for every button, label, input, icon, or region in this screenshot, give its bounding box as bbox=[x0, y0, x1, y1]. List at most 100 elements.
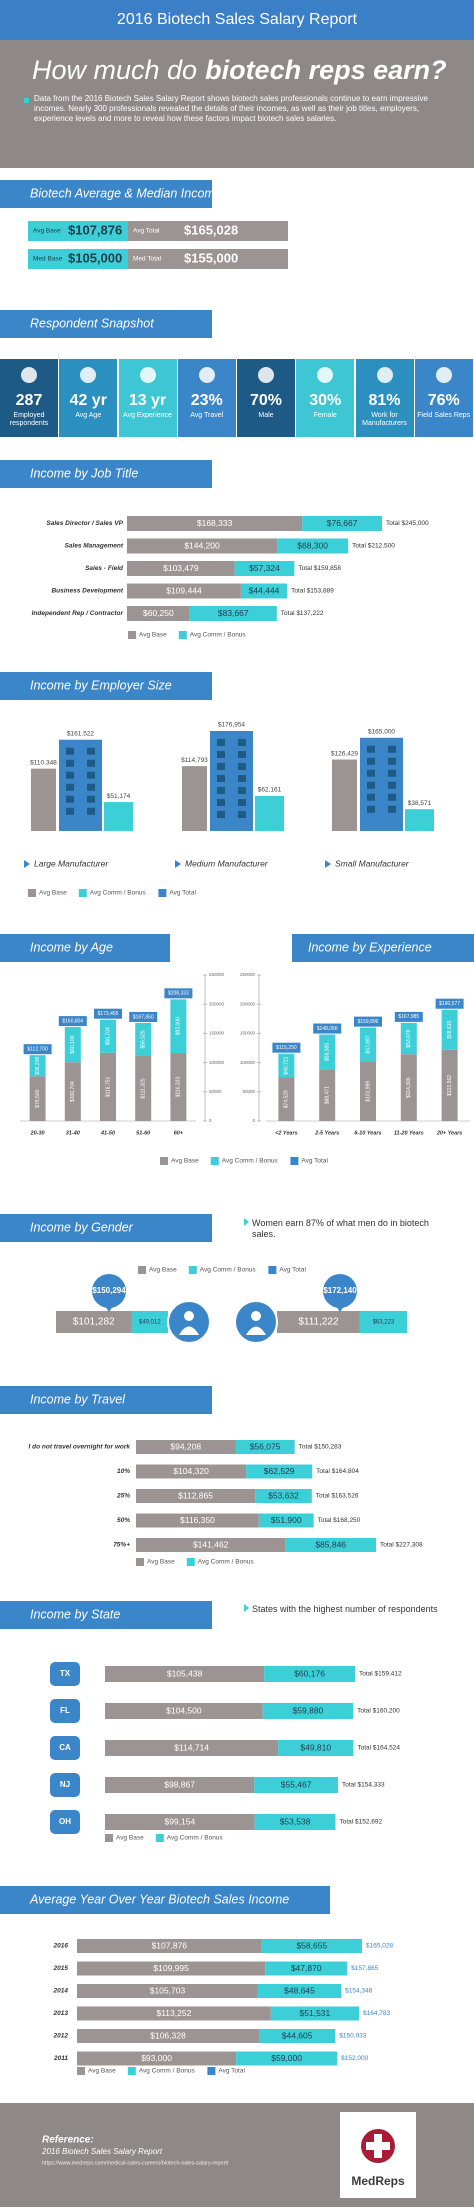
comm-segment bbox=[270, 2006, 360, 2021]
state-icon bbox=[50, 1773, 80, 1797]
building-window bbox=[238, 799, 246, 806]
category-label: 2013 bbox=[53, 2010, 69, 2017]
person-body bbox=[246, 1326, 266, 1335]
x-tick-label: 60+ bbox=[174, 1130, 184, 1136]
value-label: $60,176 bbox=[294, 1668, 325, 1678]
legend-label: Avg Comm / Bonus bbox=[222, 1158, 279, 1165]
snapshot-label: Male bbox=[258, 412, 274, 419]
summary-label: Med Base bbox=[33, 256, 63, 263]
value-label: $57,897 bbox=[365, 1035, 371, 1053]
x-tick-label: <2 Years bbox=[275, 1130, 297, 1136]
total-label: $152,000 bbox=[341, 2055, 368, 2062]
total-label: $148,056 bbox=[317, 1026, 338, 1032]
value-label: $49,012 bbox=[139, 1320, 161, 1326]
value-label: $68,300 bbox=[297, 540, 328, 550]
comm-segment bbox=[254, 1814, 336, 1830]
section-heading-bar bbox=[0, 672, 212, 700]
note-pointer bbox=[244, 1604, 249, 1612]
snapshot-icon bbox=[258, 367, 274, 383]
value-label: $168,333 bbox=[197, 518, 233, 528]
section-heading: Income by Travel bbox=[30, 1392, 126, 1406]
summary-value: $155,000 bbox=[184, 250, 238, 265]
snapshot-tile: 23% Avg Travel bbox=[177, 359, 236, 437]
total-label: $164,783 bbox=[363, 2010, 390, 2017]
building-window bbox=[238, 751, 246, 758]
value-label: $51,531 bbox=[300, 2008, 331, 2018]
snapshot-value: 42 yr bbox=[69, 392, 107, 409]
comm-segment bbox=[278, 1053, 295, 1078]
category-label: 25% bbox=[116, 1493, 130, 1500]
total-label: Total $159,412 bbox=[359, 1671, 402, 1678]
y-tick-label: 50000 bbox=[209, 1089, 222, 1094]
state-icon bbox=[50, 1736, 80, 1760]
headline: How much do biotech reps earn? bbox=[32, 55, 447, 85]
category-label: 50% bbox=[117, 1517, 130, 1524]
comm-segment bbox=[234, 561, 295, 576]
summary-box bbox=[128, 221, 288, 241]
section-heading: Income by Age bbox=[30, 940, 113, 954]
total-label: $150,933 bbox=[339, 2033, 366, 2040]
base-bar bbox=[182, 766, 207, 831]
value-label: $116,350 bbox=[180, 1515, 215, 1525]
total-box bbox=[272, 1042, 301, 1053]
value-label: $55,467 bbox=[281, 1779, 312, 1789]
base-segment bbox=[127, 516, 303, 531]
x-tick-label: 41-50 bbox=[100, 1130, 115, 1136]
value-label: $51,174 bbox=[107, 793, 131, 800]
total-label: Total $227,308 bbox=[380, 1542, 423, 1549]
category-label: OH bbox=[59, 1817, 71, 1826]
value-label: $53,632 bbox=[268, 1490, 299, 1500]
person-head bbox=[251, 1311, 261, 1321]
value-label: $76,667 bbox=[327, 518, 358, 528]
y-tick-label: 250000 bbox=[209, 972, 225, 977]
comm-bar bbox=[405, 809, 434, 831]
reference-heading: Reference: bbox=[42, 2135, 94, 2146]
snapshot-value: 30% bbox=[309, 392, 342, 409]
building-window bbox=[66, 783, 74, 791]
value-label: $104,320 bbox=[173, 1466, 209, 1476]
snapshot-tile: 81% Work for Manufacturers bbox=[355, 359, 414, 437]
comm-segment bbox=[235, 1440, 295, 1454]
value-label: $116,333 bbox=[176, 1077, 182, 1098]
y-tick-label: 200000 bbox=[209, 1001, 225, 1006]
logo-cross bbox=[366, 2142, 390, 2150]
base-segment bbox=[278, 1077, 295, 1121]
base-segment bbox=[441, 1049, 458, 1121]
building-window bbox=[367, 793, 375, 801]
value-label: $114,714 bbox=[174, 1742, 209, 1752]
value-label: $113,252 bbox=[156, 2008, 191, 2018]
comm-segment bbox=[255, 1489, 312, 1503]
total-label: Total $160,200 bbox=[357, 1708, 400, 1715]
category-pointer bbox=[175, 860, 181, 868]
total-label: $112,700 bbox=[27, 1047, 48, 1053]
total-bubble bbox=[92, 1274, 126, 1308]
snapshot-icon bbox=[139, 367, 156, 383]
value-label: $59,880 bbox=[293, 1705, 324, 1715]
legend-swatch bbox=[188, 1266, 197, 1274]
value-label: $88,471 bbox=[325, 1086, 331, 1104]
legend-label: Avg Total bbox=[279, 1267, 306, 1274]
value-label: $44,444 bbox=[249, 585, 280, 595]
snapshot-icon bbox=[80, 367, 97, 383]
section-heading-bar bbox=[0, 1601, 212, 1629]
total-box bbox=[164, 988, 193, 999]
x-tick-label: 2-5 Years bbox=[314, 1130, 339, 1136]
value-label: $106,328 bbox=[150, 2030, 186, 2040]
legend-swatch bbox=[268, 1266, 277, 1274]
total-label: $190,577 bbox=[439, 1001, 460, 1007]
category-label: 2016 bbox=[53, 1943, 69, 1950]
comm-segment bbox=[441, 1009, 458, 1050]
summary-box bbox=[28, 221, 128, 241]
person-body bbox=[179, 1326, 199, 1335]
reference-url: https://www.medreps.com/medical-sales-ca… bbox=[42, 2160, 229, 2166]
legend-swatch bbox=[136, 1558, 144, 1566]
value-label: $103,479 bbox=[163, 563, 199, 573]
section-heading-bar bbox=[0, 460, 212, 488]
base-bar bbox=[31, 768, 56, 831]
value-label: $62,161 bbox=[258, 787, 282, 794]
value-label: $56,075 bbox=[250, 1441, 281, 1451]
building-window bbox=[217, 739, 225, 746]
building-window bbox=[388, 745, 396, 753]
page-title: 2016 Biotech Sales Salary Report bbox=[117, 11, 358, 28]
snapshot-label: Employed respondents bbox=[9, 412, 49, 427]
